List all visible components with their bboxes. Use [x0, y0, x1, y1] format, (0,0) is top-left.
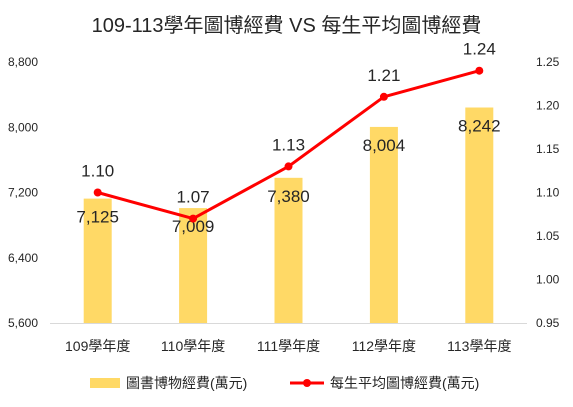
- left-axis: 5,600 6,400 7,200 8,000 8,800: [8, 55, 38, 330]
- left-axis-tick-label: 8,000: [8, 120, 38, 134]
- right-axis-tick-label: 1.25: [536, 55, 560, 69]
- right-axis-tick-label: 1.05: [536, 229, 560, 243]
- bar: [83, 198, 112, 323]
- chart-title: 109-113學年圖博經費 VS 每生平均圖博經費: [92, 14, 482, 37]
- line-marker: [475, 66, 484, 75]
- line-marker: [284, 162, 293, 171]
- category-label: 112學年度: [352, 338, 416, 354]
- legend: 圖書博物經費(萬元) 每生平均圖博經費(萬元): [90, 375, 479, 391]
- line-data-label: 1.13: [272, 135, 305, 154]
- category-axis: 109學年度 110學年度 111學年度 112學年度 113學年度: [65, 338, 511, 354]
- left-axis-tick-label: 5,600: [8, 316, 38, 330]
- line-marker: [379, 92, 388, 101]
- right-axis-tick-label: 0.95: [536, 316, 560, 330]
- bar: [179, 208, 208, 323]
- bar: [274, 177, 303, 323]
- line-data-label: 1.10: [81, 162, 114, 181]
- bar: [369, 126, 398, 323]
- right-axis: 0.95 1.00 1.05 1.10 1.15 1.20 1.25: [536, 55, 560, 330]
- bar-data-label: 8,004: [363, 136, 406, 155]
- category-label: 110學年度: [161, 338, 225, 354]
- bar-data-label: 7,380: [267, 187, 310, 206]
- legend-label-line: 每生平均圖博經費(萬元): [330, 375, 479, 391]
- bar-data-label: 7,009: [172, 217, 215, 236]
- category-label: 111學年度: [257, 338, 320, 354]
- bar-data-label: 8,242: [458, 117, 501, 136]
- left-axis-tick-label: 8,800: [8, 55, 38, 69]
- right-axis-tick-label: 1.15: [536, 142, 560, 156]
- line-series: 1.10 1.07 1.13 1.21 1.24: [81, 40, 496, 223]
- right-axis-tick-label: 1.00: [536, 273, 560, 287]
- bar-data-label: 7,125: [76, 208, 119, 227]
- legend-swatch-bar: [90, 378, 120, 388]
- bar-series: 7,125 7,009 7,380 8,004 8,242: [50, 107, 527, 324]
- line-data-label: 1.24: [463, 40, 496, 59]
- right-axis-tick-label: 1.20: [536, 99, 560, 113]
- left-axis-tick-label: 6,400: [8, 251, 38, 265]
- category-label: 113學年度: [447, 338, 511, 354]
- left-axis-tick-label: 7,200: [8, 186, 38, 200]
- line-marker: [93, 188, 102, 197]
- line-marker: [189, 214, 198, 223]
- line-data-label: 1.21: [367, 66, 400, 85]
- bar: [465, 107, 494, 323]
- category-label: 109學年度: [65, 338, 130, 354]
- line-data-label: 1.07: [177, 188, 210, 207]
- legend-swatch-marker: [303, 379, 311, 387]
- legend-label-bar: 圖書博物經費(萬元): [126, 375, 247, 391]
- right-axis-tick-label: 1.10: [536, 186, 560, 200]
